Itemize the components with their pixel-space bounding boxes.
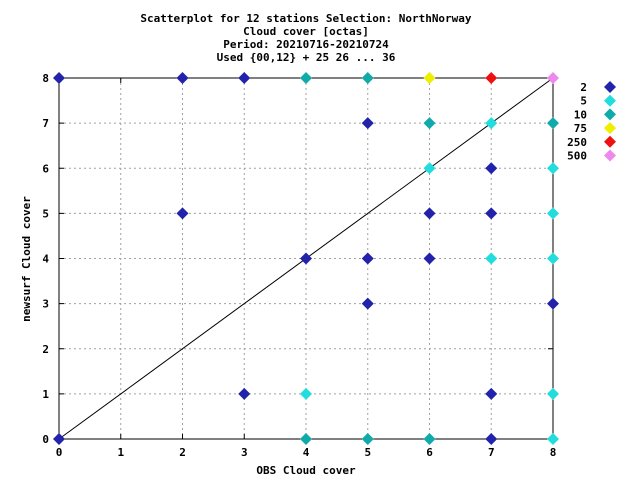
scatter-point: [361, 72, 374, 84]
y-tick-label: 5: [42, 207, 49, 220]
scatter-point: [176, 72, 189, 84]
scatter-point: [485, 387, 498, 400]
y-axis-tick-labels: 0 1 2 3 4 5 6 7 8: [42, 72, 49, 446]
scatter-point: [300, 433, 312, 445]
x-tick-label: 1: [117, 446, 124, 459]
legend-marker: [604, 149, 616, 162]
title-line-1: Scatterplot for 12 stations Selection: N…: [140, 12, 472, 25]
scatter-point: [423, 72, 436, 84]
legend-marker: [604, 122, 616, 135]
legend-label: 5: [580, 95, 587, 108]
scatter-point: [485, 252, 498, 265]
scatter-points: [53, 72, 559, 445]
scatter-point: [547, 252, 559, 265]
legend-marker: [604, 135, 616, 148]
x-tick-label: 7: [488, 446, 495, 459]
y-tick-label: 3: [42, 298, 49, 311]
scatter-point: [361, 252, 374, 265]
scatter-point: [485, 207, 498, 220]
scatter-point: [423, 252, 436, 265]
scatter-point: [547, 117, 559, 130]
scatter-point: [485, 117, 498, 130]
y-tick-label: 1: [42, 388, 49, 401]
scatter-point: [423, 207, 436, 220]
scatter-point: [423, 162, 436, 175]
x-tick-label: 4: [303, 446, 310, 459]
scatter-point: [53, 72, 65, 84]
y-tick-label: 2: [42, 343, 49, 356]
y-tick-label: 0: [42, 433, 49, 446]
scatter-point: [547, 433, 559, 445]
scatter-point: [238, 72, 251, 84]
x-tick-label: 2: [179, 446, 186, 459]
scatter-point: [176, 207, 189, 220]
scatter-point: [547, 387, 559, 400]
legend-label: 10: [574, 108, 587, 121]
scatter-point: [485, 72, 498, 84]
x-axis-tick-labels: 0 1 2 3 4 5 6 7 8: [56, 446, 557, 459]
y-tick-label: 4: [42, 253, 49, 266]
legend-label: 500: [567, 150, 587, 163]
x-tick-label: 8: [550, 446, 557, 459]
x-tick-label: 3: [241, 446, 248, 459]
scatter-point: [361, 117, 374, 130]
y-tick-label: 8: [42, 72, 49, 85]
scatter-point: [300, 252, 312, 265]
y-tick-label: 7: [42, 117, 49, 130]
scatter-point: [238, 387, 251, 400]
scatter-point: [547, 162, 559, 175]
legend-marker: [604, 108, 616, 121]
scatter-point: [547, 72, 559, 84]
y-tick-label: 6: [42, 162, 49, 175]
legend-label: 75: [574, 122, 587, 135]
title-line-3: Period: 20210716-20210724: [223, 38, 389, 51]
scatter-point: [547, 297, 559, 310]
legend-marker: [604, 81, 616, 93]
legend-label: 250: [567, 136, 587, 149]
x-axis-label: OBS Cloud cover: [256, 464, 356, 477]
legend-label: 2: [580, 81, 587, 94]
scatter-point: [423, 117, 436, 130]
y-axis-label: newsurf Cloud cover: [20, 196, 33, 322]
x-tick-label: 6: [426, 446, 433, 459]
scatter-point: [423, 433, 436, 445]
scatter-point: [547, 207, 559, 220]
scatter-point: [485, 162, 498, 175]
scatter-point: [300, 72, 312, 84]
x-tick-label: 0: [56, 446, 63, 459]
legend-marker: [604, 94, 616, 107]
scatter-point: [485, 433, 498, 445]
title-line-4: Used {00,12} + 25 26 ... 36: [217, 51, 396, 64]
scatter-point: [300, 387, 312, 400]
title-line-2: Cloud cover [octas]: [243, 25, 369, 38]
chart-title: Scatterplot for 12 stations Selection: N…: [140, 12, 472, 64]
scatter-point: [53, 433, 65, 445]
x-tick-label: 5: [364, 446, 371, 459]
scatter-point: [361, 297, 374, 310]
scatter-point: [361, 433, 374, 445]
